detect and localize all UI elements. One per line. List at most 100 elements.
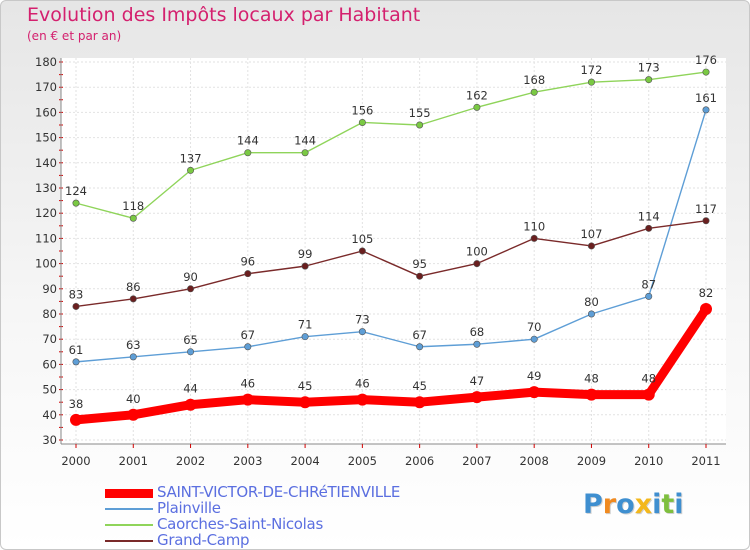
data-point — [299, 396, 312, 409]
logo-letter: o — [616, 489, 635, 520]
data-point — [301, 262, 309, 270]
logo-letter: i — [674, 489, 684, 520]
data-point — [358, 247, 366, 255]
data-point — [702, 68, 710, 76]
data-label: 110 — [523, 219, 545, 233]
data-point — [72, 302, 80, 310]
legend-label: Caorches-Saint-Nicolas — [157, 515, 323, 533]
x-tick-label: 2005 — [348, 454, 377, 468]
data-label: 87 — [641, 277, 656, 291]
data-point — [642, 388, 655, 401]
legend-label: Plainville — [157, 499, 221, 517]
data-label: 67 — [412, 328, 427, 342]
data-label: 168 — [523, 73, 545, 87]
chart-title: Evolution des Impôts locaux par Habitant — [27, 4, 421, 26]
data-point — [301, 149, 309, 157]
y-tick-label: 170 — [35, 80, 57, 94]
y-tick-label: 70 — [42, 332, 57, 346]
chart-subtitle: (en € et par an) — [27, 29, 122, 43]
data-label: 107 — [580, 227, 602, 241]
y-tick-label: 130 — [35, 181, 57, 195]
y-tick-label: 60 — [42, 357, 57, 371]
data-label: 99 — [298, 247, 313, 261]
data-label: 86 — [126, 280, 141, 294]
y-tick-label: 40 — [42, 408, 57, 422]
x-tick-label: 2002 — [176, 454, 205, 468]
data-label: 90 — [183, 270, 198, 284]
data-label: 80 — [584, 295, 599, 309]
data-label: 172 — [580, 63, 602, 77]
data-point — [241, 393, 254, 406]
data-point — [530, 234, 538, 242]
logo-letter: i — [652, 489, 662, 520]
data-point — [413, 396, 426, 409]
y-tick-label: 150 — [35, 131, 57, 145]
data-point — [356, 393, 369, 406]
x-tick-label: 2010 — [634, 454, 663, 468]
data-label: 95 — [412, 257, 427, 271]
y-tick-label: 160 — [35, 105, 57, 119]
data-label: 117 — [695, 202, 717, 216]
x-tick-label: 2000 — [61, 454, 90, 468]
data-label: 73 — [355, 313, 370, 327]
data-label: 46 — [355, 377, 370, 391]
data-label: 71 — [298, 318, 313, 332]
data-label: 38 — [69, 397, 84, 411]
data-label: 144 — [294, 134, 316, 148]
data-point — [473, 103, 481, 111]
data-point — [587, 310, 595, 318]
data-label: 118 — [122, 199, 144, 213]
data-point — [700, 302, 712, 315]
y-tick-label: 140 — [35, 156, 57, 170]
data-point — [587, 242, 595, 250]
data-point — [129, 353, 137, 361]
series-line — [75, 220, 707, 308]
data-point — [473, 340, 481, 348]
legend-swatch — [105, 488, 153, 498]
data-point — [72, 199, 80, 207]
data-point — [416, 343, 424, 351]
data-label: 173 — [638, 61, 660, 75]
logo-letter: t — [661, 489, 675, 520]
data-label: 96 — [240, 255, 255, 269]
x-tick-label: 2011 — [691, 454, 720, 468]
data-label: 100 — [466, 245, 488, 259]
data-label: 155 — [409, 106, 431, 120]
data-label: 61 — [69, 343, 84, 357]
data-label: 176 — [695, 53, 717, 67]
data-point — [702, 217, 710, 225]
data-label: 46 — [240, 377, 255, 391]
data-point — [358, 328, 366, 336]
data-label: 40 — [126, 392, 141, 406]
data-label: 47 — [470, 374, 485, 388]
data-label: 144 — [237, 134, 259, 148]
y-tick-label: 90 — [42, 282, 57, 296]
data-point — [645, 76, 653, 84]
data-point — [473, 260, 481, 268]
data-point — [585, 388, 598, 401]
data-point — [127, 408, 140, 421]
data-label: 124 — [65, 184, 87, 198]
x-tick-label: 2008 — [520, 454, 549, 468]
data-label: 45 — [412, 379, 427, 393]
data-label: 44 — [183, 382, 198, 396]
data-point — [187, 348, 195, 356]
data-label: 45 — [298, 379, 313, 393]
data-point — [129, 214, 137, 222]
data-point — [187, 285, 195, 293]
x-tick-label: 2001 — [119, 454, 148, 468]
logo-letter: x — [634, 489, 653, 520]
x-tick-label: 2007 — [462, 454, 491, 468]
legend-label: SAINT-VICTOR-DE-CHRéTIENVILLE — [157, 483, 401, 501]
data-point — [528, 386, 541, 399]
legend-swatch — [105, 524, 153, 526]
y-tick-label: 100 — [35, 257, 57, 271]
data-label: 82 — [699, 286, 714, 300]
data-point — [301, 333, 309, 341]
x-tick-label: 2006 — [405, 454, 434, 468]
data-label: 67 — [240, 328, 255, 342]
data-point — [702, 106, 710, 114]
legend-label: Grand-Camp — [157, 531, 250, 549]
data-point — [244, 343, 252, 351]
